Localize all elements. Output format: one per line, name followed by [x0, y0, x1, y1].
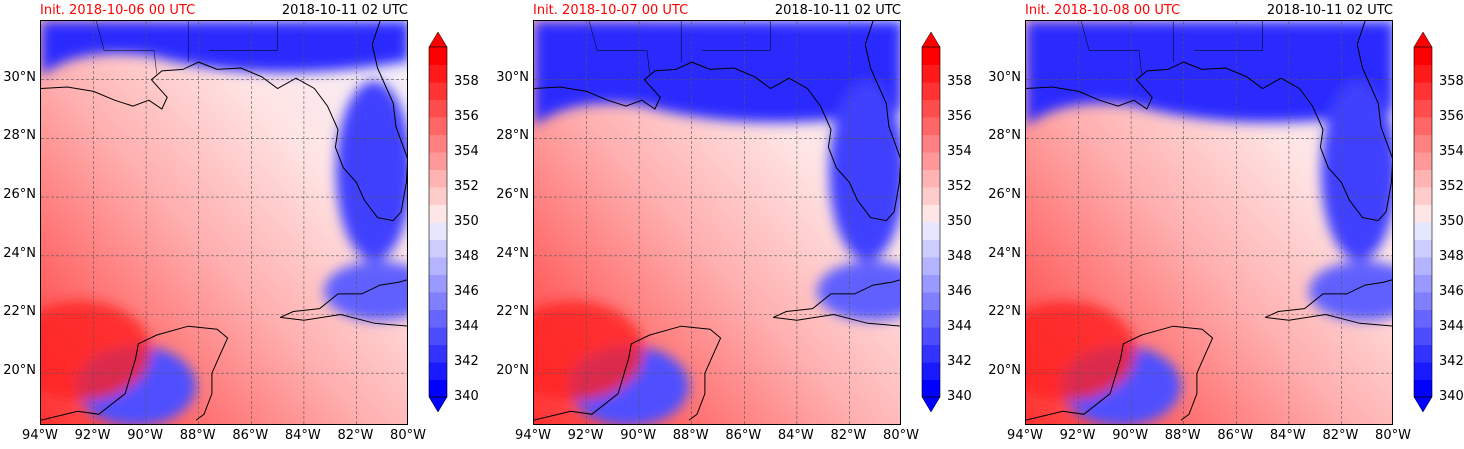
- colorbar-tick-label: 352: [947, 179, 972, 194]
- lat-tick-label: 28°N: [988, 128, 1021, 144]
- lon-tick-label: 86°W: [725, 428, 762, 443]
- colorbar-tick-label: 358: [454, 74, 479, 89]
- lon-tick-label: 92°W: [567, 428, 604, 443]
- colorbar-tick-label: 352: [1439, 179, 1464, 194]
- init-time-label: Init. 2018-10-08 00 UTC: [1025, 3, 1181, 18]
- lat-tick-label: 30°N: [988, 69, 1021, 85]
- lat-tick-label: 24°N: [988, 245, 1021, 261]
- lon-tick-label: 90°W: [1112, 428, 1149, 443]
- map-plot-area: [1025, 20, 1393, 425]
- lat-tick-label: 20°N: [496, 363, 529, 379]
- colorbar-tick-label: 356: [947, 109, 972, 124]
- lat-tick-label: 28°N: [3, 128, 36, 144]
- colorbar-tick-label: 358: [947, 74, 972, 89]
- lon-tick-label: 84°W: [1269, 428, 1306, 443]
- borders: [1080, 21, 1263, 74]
- lon-tick-label: 80°W: [1375, 428, 1411, 443]
- colorbar-tick-label: 348: [1439, 249, 1464, 264]
- colorbar-tick-label: 354: [1439, 144, 1464, 159]
- lat-tick-label: 20°N: [3, 363, 36, 379]
- lat-tick-label: 24°N: [496, 245, 529, 261]
- colorbar-tick-label: 340: [947, 389, 972, 404]
- colorbar-tick-label: 340: [454, 389, 479, 404]
- lon-tick-label: 80°W: [883, 428, 919, 443]
- colorbar-tick-label: 356: [454, 109, 479, 124]
- lat-tick-label: 30°N: [3, 69, 36, 85]
- colorbar-tick-label: 352: [454, 179, 479, 194]
- colorbar-tick-label: 348: [947, 249, 972, 264]
- lon-tick-label: 84°W: [284, 428, 321, 443]
- lon-tick-label: 86°W: [1217, 428, 1254, 443]
- lon-tick-label: 94°W: [515, 428, 551, 443]
- map-plot-area: [40, 20, 408, 425]
- colorbar-tick-label: 342: [454, 354, 479, 369]
- borders: [95, 21, 278, 74]
- colorbar: [1413, 31, 1433, 413]
- lon-tick-label: 86°W: [232, 428, 269, 443]
- colorbar: [921, 31, 941, 413]
- lon-tick-label: 88°W: [672, 428, 709, 443]
- lon-tick-label: 90°W: [620, 428, 657, 443]
- borders: [588, 21, 771, 74]
- colorbar-tick-label: 342: [1439, 354, 1464, 369]
- lon-tick-label: 94°W: [1007, 428, 1043, 443]
- lat-tick-label: 26°N: [496, 187, 529, 203]
- lon-tick-label: 90°W: [127, 428, 164, 443]
- theta-e-field: [534, 21, 900, 424]
- colorbar-tick-label: 354: [947, 144, 972, 159]
- colorbar-tick-label: 340: [1439, 389, 1464, 404]
- lon-tick-label: 94°W: [22, 428, 58, 443]
- lat-tick-label: 22°N: [496, 304, 529, 320]
- valid-time-label: 2018-10-11 02 UTC: [1266, 3, 1393, 18]
- theta-e-field: [41, 21, 407, 424]
- colorbar-tick-label: 358: [1439, 74, 1464, 89]
- colorbar-tick-label: 346: [947, 284, 972, 299]
- colorbar-tick-label: 344: [1439, 319, 1464, 334]
- colorbar-tick-label: 346: [454, 284, 479, 299]
- lon-tick-label: 84°W: [777, 428, 814, 443]
- colorbar-tick-label: 344: [947, 319, 972, 334]
- map-panel: Init. 2018-10-06 00 UTC 2018-10-11 02 UTC…: [0, 0, 480, 449]
- coastlines: [41, 21, 407, 421]
- colorbar-tick-label: 344: [454, 319, 479, 334]
- lon-tick-label: 82°W: [337, 428, 374, 443]
- lat-tick-label: 30°N: [496, 69, 529, 85]
- theta-e-field: [1026, 21, 1392, 424]
- colorbar: [428, 31, 448, 413]
- colorbar-tick-label: 354: [454, 144, 479, 159]
- graticule: [1026, 21, 1392, 424]
- colorbar-tick-label: 342: [947, 354, 972, 369]
- colorbar-tick-label: 350: [947, 214, 972, 229]
- lon-tick-label: 88°W: [1164, 428, 1201, 443]
- map-plot-area: [533, 20, 901, 425]
- graticule: [41, 21, 407, 424]
- lat-tick-label: 26°N: [3, 187, 36, 203]
- lon-tick-label: 88°W: [179, 428, 216, 443]
- colorbar-tick-label: 356: [1439, 109, 1464, 124]
- init-time-label: Init. 2018-10-07 00 UTC: [533, 3, 689, 18]
- coastlines: [534, 21, 900, 421]
- lat-tick-label: 24°N: [3, 245, 36, 261]
- lon-tick-label: 92°W: [1059, 428, 1096, 443]
- colorbar-tick-label: 350: [454, 214, 479, 229]
- lon-tick-label: 80°W: [390, 428, 426, 443]
- lat-tick-label: 22°N: [988, 304, 1021, 320]
- lat-tick-label: 28°N: [496, 128, 529, 144]
- init-time-label: Init. 2018-10-06 00 UTC: [40, 3, 196, 18]
- colorbar-tick-label: 348: [454, 249, 479, 264]
- map-panel: Init. 2018-10-07 00 UTC 2018-10-11 02 UTC…: [493, 0, 973, 449]
- map-panel: Init. 2018-10-08 00 UTC 2018-10-11 02 UTC…: [985, 0, 1464, 449]
- valid-time-label: 2018-10-11 02 UTC: [774, 3, 901, 18]
- lon-tick-label: 82°W: [830, 428, 867, 443]
- lat-tick-label: 20°N: [988, 363, 1021, 379]
- lat-tick-label: 22°N: [3, 304, 36, 320]
- lon-tick-label: 92°W: [74, 428, 111, 443]
- colorbar-tick-label: 350: [1439, 214, 1464, 229]
- lat-tick-label: 26°N: [988, 187, 1021, 203]
- graticule: [534, 21, 900, 424]
- colorbar-tick-label: 346: [1439, 284, 1464, 299]
- lon-tick-label: 82°W: [1322, 428, 1359, 443]
- coastlines: [1026, 21, 1392, 421]
- valid-time-label: 2018-10-11 02 UTC: [281, 3, 408, 18]
